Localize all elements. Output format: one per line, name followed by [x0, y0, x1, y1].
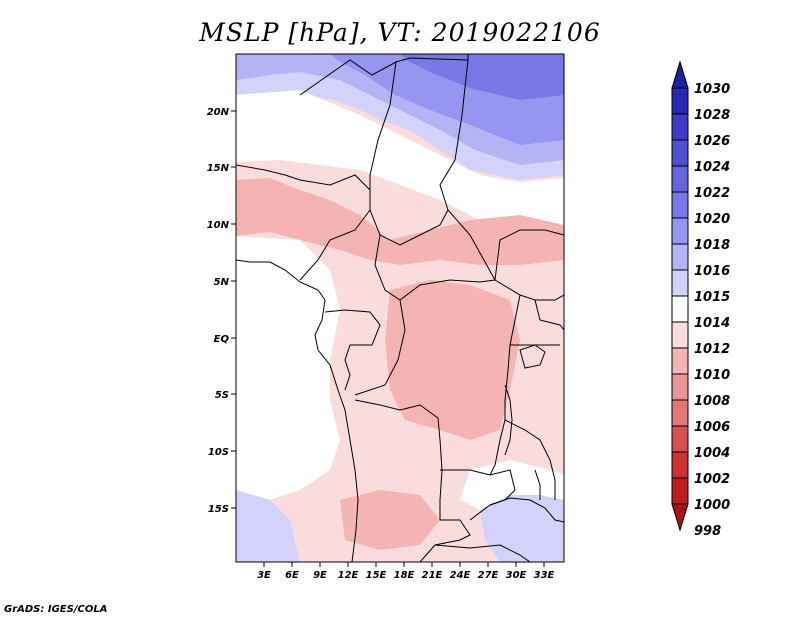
colorbar-label: 1012 [694, 342, 730, 357]
pressure-field-west-coast [236, 236, 340, 505]
lon-label: 18E [394, 570, 415, 581]
colorbar-label: 1022 [694, 186, 730, 201]
lake-tanganyika [504, 384, 513, 456]
lon-label: 9E [313, 570, 327, 581]
lon-label: 27E [478, 570, 499, 581]
cameroon-gabon-border [324, 309, 381, 391]
lat-label: 10S [208, 447, 229, 458]
grads-credit: GrADS: IGES/COLA [4, 604, 108, 615]
lat-label: 15N [207, 163, 230, 174]
colorbar-label: 1030 [694, 82, 730, 97]
colorbar-swatch [671, 87, 689, 115]
colorbar-swatch [671, 347, 689, 375]
lon-label: 24E [450, 570, 471, 581]
lon-label: 3E [257, 570, 271, 581]
congo-border [354, 299, 406, 396]
chad-east-border [439, 59, 496, 281]
colorbar-bottom-arrow [671, 503, 689, 532]
lon-axis: 3E 6E 9E 12E 15E 18E 21E 24E 27E 30E 33E [257, 562, 555, 581]
lon-label: 15E [366, 570, 387, 581]
west-african-coastline [236, 259, 359, 562]
pressure-field-sahel-low [236, 178, 564, 265]
east-africa-border [504, 299, 564, 500]
mozambique-border [489, 497, 564, 523]
colorbar-swatch [671, 425, 689, 453]
lat-axis: 20N 15N 10N 5N EQ 5S 10S 15S [207, 107, 236, 515]
colorbar-swatch [671, 139, 689, 167]
lon-label: 21E [422, 570, 443, 581]
colorbar-swatch [671, 165, 689, 193]
drc-east-border [489, 294, 521, 476]
lat-label: 15S [208, 504, 229, 515]
nigeria-east-border [299, 209, 371, 281]
colorbar-swatch [671, 295, 689, 323]
pressure-field-north-high-1022 [400, 54, 564, 100]
pressure-field-southeast-white [460, 460, 564, 510]
colorbar-swatch [671, 217, 689, 245]
lat-label: 10N [207, 220, 230, 231]
colorbar-label: 998 [694, 524, 721, 539]
lake-malawi [534, 469, 541, 500]
colorbar-swatch [671, 321, 689, 349]
lon-label: 12E [338, 570, 359, 581]
colorbar-label: 1004 [694, 446, 730, 461]
colorbar-swatch [671, 373, 689, 401]
map-frame [235, 53, 565, 563]
lon-label: 33E [534, 570, 555, 581]
lon-label: 30E [506, 570, 527, 581]
colorbar: 1030 1028 1026 1024 1022 1020 1018 1016 1015 1014… [671, 60, 730, 539]
colorbar-label: 1010 [694, 368, 730, 383]
colorbar-swatch [671, 113, 689, 141]
colorbar-label: 1000 [694, 498, 730, 513]
colorbar-label: 1002 [694, 472, 730, 487]
car-border [374, 209, 496, 301]
colorbar-swatch [671, 399, 689, 427]
colorbar-top-arrow [671, 60, 689, 89]
colorbar-swatch [671, 191, 689, 219]
pressure-field-angola-low [340, 490, 440, 550]
pressure-field-congo-low [385, 280, 520, 440]
colorbar-label: 1020 [694, 212, 730, 227]
colorbar-label: 1018 [694, 238, 730, 253]
colorbar-label: 1008 [694, 394, 730, 409]
angola-border [354, 399, 471, 562]
colorbar-label: 1014 [694, 316, 730, 331]
lat-label: 20N [207, 107, 230, 118]
political-borders [236, 54, 564, 562]
lake-victoria [519, 344, 546, 369]
colorbar-label: 1006 [694, 420, 730, 435]
colorbar-label: 1015 [694, 290, 730, 305]
pressure-map [236, 54, 564, 562]
lon-label: 6E [285, 570, 299, 581]
colorbar-label: 1016 [694, 264, 730, 279]
chad-border [369, 61, 397, 236]
colorbar-label: 1026 [694, 134, 730, 149]
colorbar-label: 1024 [694, 160, 730, 175]
pressure-field-southwest-high [236, 490, 300, 562]
colorbar-label: 1028 [694, 108, 730, 123]
colorbar-swatch [671, 243, 689, 271]
colorbar-swatch [671, 269, 689, 297]
southern-border [434, 544, 531, 562]
map-title: MSLP [hPa], VT: 2019022106 [199, 18, 601, 47]
nigeria-border [236, 164, 371, 191]
colorbar-swatch [671, 477, 689, 505]
colorbar-swatch [671, 451, 689, 479]
lat-label: 5N [214, 277, 230, 288]
lat-label: 5S [215, 390, 229, 401]
pressure-field-1014-band [236, 90, 564, 250]
lat-label: EQ [214, 334, 230, 345]
